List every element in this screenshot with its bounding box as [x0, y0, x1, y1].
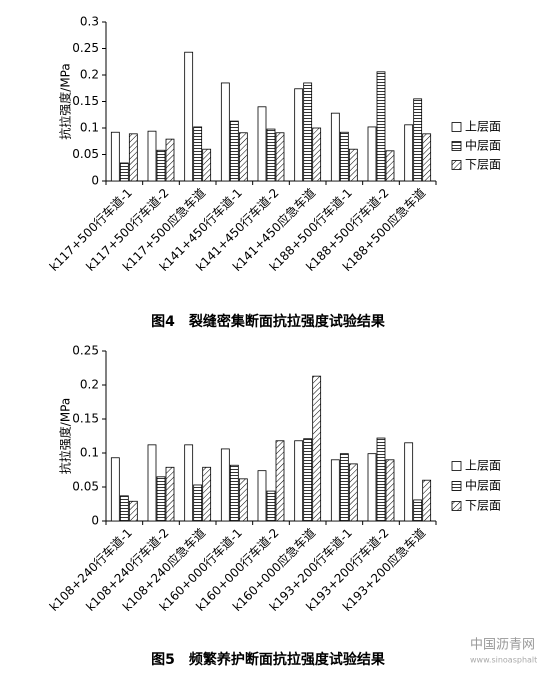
bar [376, 71, 386, 182]
legend-label: 下层面 [465, 499, 501, 513]
watermark-url: www.sinoasphalt.com [470, 656, 537, 665]
bar [257, 106, 267, 182]
legend-swatch [451, 501, 462, 511]
bar [385, 459, 395, 522]
bar [165, 466, 175, 522]
y-tick-label: 0 [91, 174, 99, 188]
legend-label: 上层面 [465, 120, 501, 134]
bar [229, 120, 239, 182]
bar [156, 476, 166, 522]
bar [303, 82, 313, 182]
chart-title: 图4 裂缝密集断面抗拉强度试验结果 [151, 313, 386, 330]
bar [339, 453, 349, 522]
y-tick-label: 0.25 [72, 41, 99, 55]
y-tick-label: 0.1 [80, 121, 99, 135]
bar [110, 131, 120, 182]
bar [238, 132, 248, 182]
bar [165, 138, 175, 182]
bar [404, 124, 414, 182]
bar [367, 453, 377, 522]
bar [128, 500, 138, 522]
bar [275, 440, 285, 522]
y-tick-label: 0.15 [72, 94, 99, 108]
bar [184, 51, 194, 182]
bar [147, 130, 157, 182]
bar [156, 149, 166, 182]
bar [294, 440, 304, 522]
y-tick-label: 0.25 [72, 344, 99, 358]
legend-label: 中层面 [465, 138, 501, 153]
bar [367, 126, 377, 182]
bar [404, 442, 414, 522]
bar [422, 479, 432, 522]
bar [238, 478, 248, 522]
bar [376, 437, 386, 522]
bar [330, 459, 340, 522]
bar [294, 88, 304, 182]
bar [110, 457, 120, 522]
y-tick-label: 0.2 [80, 378, 99, 392]
bar [193, 126, 203, 182]
bar [202, 466, 212, 522]
bar [119, 162, 129, 182]
legend-swatch [451, 481, 462, 491]
bar [422, 133, 432, 182]
y-tick-label: 0.3 [80, 15, 99, 29]
bar [413, 499, 423, 522]
bar [128, 133, 138, 182]
bar [385, 150, 395, 182]
bar [257, 470, 267, 522]
y-tick-label: 0.05 [72, 147, 99, 161]
legend-label: 上层面 [465, 459, 501, 473]
bar [220, 82, 230, 182]
y-tick-label: 0.1 [80, 446, 99, 460]
legend-label: 下层面 [465, 158, 501, 172]
bar [413, 98, 423, 182]
bar [184, 444, 194, 522]
bar [312, 375, 322, 522]
bar [266, 490, 276, 522]
bar [147, 444, 157, 522]
bar [303, 438, 313, 522]
bar [348, 463, 358, 522]
bar [339, 131, 349, 182]
legend-label: 中层面 [465, 478, 501, 493]
bar [202, 148, 212, 182]
y-axis-label: 抗拉强度/MPa [58, 63, 73, 139]
bar [330, 112, 340, 182]
y-tick-label: 0 [91, 514, 99, 528]
bar [312, 127, 322, 182]
watermark-name: 中国沥青网 [470, 638, 535, 653]
bar [193, 484, 203, 522]
y-tick-label: 0.15 [72, 412, 99, 426]
chart-title: 图5 频繁养护断面抗拉强度试验结果 [151, 651, 386, 668]
bar [275, 132, 285, 182]
bar [266, 128, 276, 182]
y-tick-label: 0.2 [80, 68, 99, 82]
bar [348, 148, 358, 182]
legend-swatch [451, 141, 462, 151]
bar [220, 448, 230, 522]
y-axis-label: 抗拉强度/MPa [58, 398, 73, 474]
legend-swatch [451, 160, 462, 170]
bar [119, 495, 129, 522]
bar [229, 464, 239, 522]
y-tick-label: 0.05 [72, 480, 99, 494]
legend-swatch [451, 461, 462, 471]
legend-swatch [451, 122, 462, 132]
